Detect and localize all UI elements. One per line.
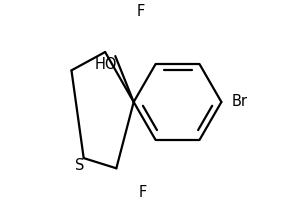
Text: F: F xyxy=(139,185,147,200)
Text: HO: HO xyxy=(95,57,117,72)
Text: S: S xyxy=(75,158,84,173)
Text: F: F xyxy=(137,4,145,19)
Text: Br: Br xyxy=(232,94,247,110)
